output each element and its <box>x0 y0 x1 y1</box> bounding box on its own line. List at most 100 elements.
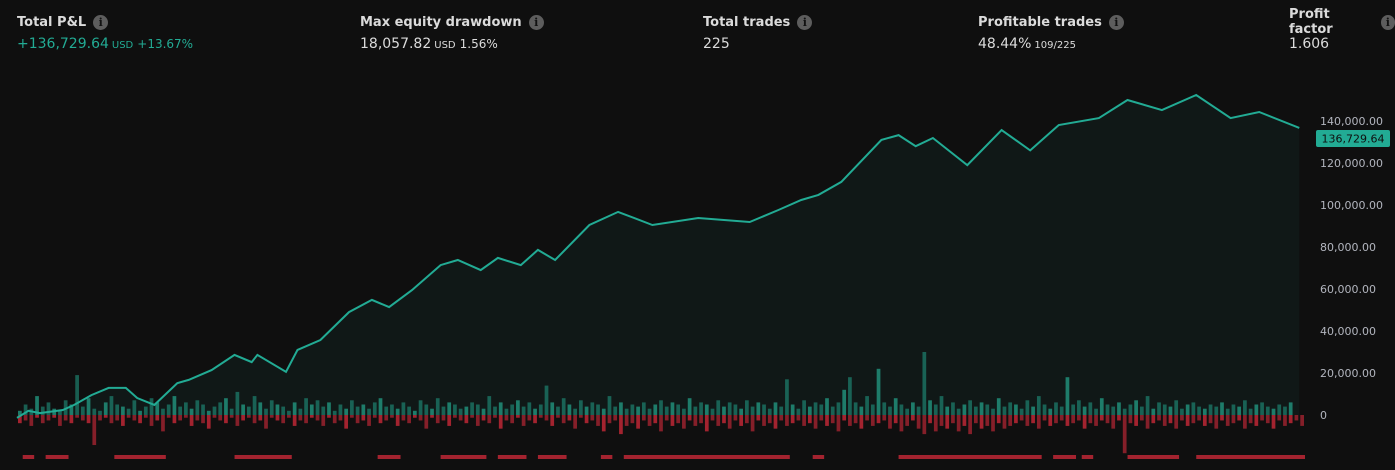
run-up-bar <box>46 402 51 415</box>
drawdown-bar <box>224 415 228 424</box>
run-up-bar <box>493 406 497 415</box>
drawdown-bar <box>939 415 944 426</box>
run-up-bar <box>1237 406 1242 415</box>
drawdown-bar <box>1277 415 1282 421</box>
drawdown-bar <box>487 415 492 424</box>
run-up-bar <box>355 406 360 415</box>
run-up-bar <box>184 402 188 415</box>
drawdown-bar <box>922 415 927 435</box>
metric-unit: USD <box>111 40 134 51</box>
drawdown-bar <box>968 415 972 435</box>
drawdown-bar <box>1157 415 1161 421</box>
run-up-bar <box>813 402 818 415</box>
run-up-bar <box>533 408 537 415</box>
drawdown-bar <box>121 415 125 426</box>
run-up-bar <box>138 410 142 415</box>
run-up-bar <box>143 406 148 415</box>
y-tick-label: 20,000.00 <box>1320 367 1376 380</box>
drawdown-bar <box>149 415 154 426</box>
drawdown-bar <box>693 415 698 426</box>
y-tick-label: 0 <box>1320 409 1327 422</box>
run-up-bar <box>1231 404 1236 415</box>
drawdown-period <box>1196 455 1305 459</box>
drawdown-bar <box>790 415 795 424</box>
drawdown-bar <box>716 415 721 426</box>
drawdown-bar <box>315 415 320 421</box>
run-up-bar <box>876 368 881 415</box>
drawdown-bar <box>367 415 371 426</box>
run-up-bar <box>80 406 85 415</box>
run-up-bar <box>132 400 137 415</box>
drawdown-bar <box>206 415 211 429</box>
drawdown-bar <box>1014 415 1018 424</box>
run-up-bar <box>682 408 686 415</box>
drawdown-bar <box>321 415 326 426</box>
info-icon[interactable]: i <box>528 14 544 30</box>
drawdown-bar <box>945 415 950 429</box>
run-up-bar <box>590 402 595 415</box>
drawdown-bar <box>1071 415 1076 424</box>
run-up-bar <box>361 404 366 415</box>
drawdown-bar <box>710 415 715 421</box>
drawdown-bar <box>304 415 308 424</box>
info-icon[interactable]: i <box>1108 14 1124 30</box>
run-up-bar <box>567 404 572 415</box>
info-icon[interactable]: i <box>93 14 109 30</box>
run-up-bar <box>1151 408 1156 415</box>
metric-value-text: 225 <box>703 36 730 52</box>
run-up-bar <box>1059 406 1064 415</box>
metric-title: Max equity drawdown i <box>360 12 544 32</box>
drawdown-bar <box>590 415 595 421</box>
run-up-bar <box>865 396 869 415</box>
info-icon[interactable]: i <box>797 14 813 30</box>
run-up-bar <box>527 402 532 415</box>
run-up-bar <box>1185 404 1190 415</box>
run-up-bar <box>212 406 217 415</box>
drawdown-bar <box>309 415 314 418</box>
drawdown-bar <box>819 415 824 421</box>
drawdown-period <box>497 455 527 459</box>
drawdown-bar <box>378 415 383 424</box>
run-up-bar <box>1220 402 1224 415</box>
metric-title: Total P&L i <box>17 12 193 32</box>
run-up-bar <box>206 410 211 415</box>
drawdown-bar <box>1099 415 1104 421</box>
info-icon[interactable]: i <box>1380 14 1395 30</box>
run-up-bar <box>693 406 698 415</box>
metric-value: 18,057.82 USD 1.56% <box>360 36 544 52</box>
drawdown-bar <box>292 415 297 426</box>
run-up-bar <box>458 408 463 415</box>
drawdown-bar <box>567 415 572 421</box>
drawdown-bar <box>899 415 904 432</box>
drawdown-bar <box>412 415 417 418</box>
drawdown-period <box>623 455 790 459</box>
drawdown-period <box>377 455 401 459</box>
drawdown-bar <box>1288 415 1293 424</box>
run-up-bar <box>848 377 852 415</box>
run-up-bar <box>1191 402 1196 415</box>
run-up-bar <box>1214 406 1219 415</box>
drawdown-bar <box>1082 415 1087 429</box>
drawdown-bar <box>876 415 881 424</box>
y-tick-label: 60,000.00 <box>1320 283 1376 296</box>
run-up-bar <box>1048 408 1053 415</box>
run-up-bar <box>69 404 74 415</box>
drawdown-bar <box>911 415 915 421</box>
drawdown-bar <box>1036 415 1041 429</box>
run-up-bar <box>109 396 114 415</box>
run-up-bar <box>1162 404 1167 415</box>
drawdown-bar <box>596 415 600 426</box>
run-up-bar <box>1139 406 1144 415</box>
drawdown-bar <box>607 415 612 424</box>
run-up-bar <box>1271 408 1276 415</box>
drawdown-bar <box>338 415 343 421</box>
run-up-bar <box>1288 402 1293 415</box>
drawdown-bar <box>767 415 772 424</box>
run-up-bar <box>475 404 480 415</box>
run-up-bar <box>951 402 955 415</box>
last-value-tag: 136,729.64 <box>1316 130 1390 147</box>
metric-extra: 1.56% <box>459 37 498 51</box>
run-up-bar <box>195 400 200 415</box>
run-up-bar <box>298 408 303 415</box>
drawdown-bar <box>1197 415 1201 421</box>
